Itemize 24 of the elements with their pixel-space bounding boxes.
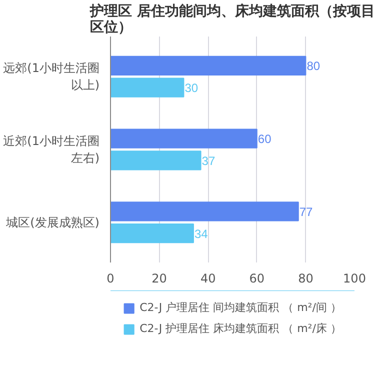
legend-label: C2-J 户理居住 间均建筑面积 （ m²/间 ） (140, 300, 342, 315)
y-tick-label: 远郊(1小时生活圈以上) (3, 61, 100, 92)
data-label: 77 (299, 204, 314, 219)
x-tick-label: 100 (343, 272, 366, 286)
chart-title: 护理区 居住功能间均、床均建筑面积（按项目区位） (89, 2, 375, 36)
bar (110, 202, 299, 222)
bar (110, 56, 306, 76)
y-tick-label: 近郊(1小时生活圈左右) (3, 134, 100, 165)
x-tick-label: 60 (249, 272, 265, 286)
bar (110, 224, 194, 244)
data-label: 34 (194, 226, 208, 241)
bar (110, 78, 184, 98)
data-label: 60 (258, 132, 272, 146)
x-tick-label: 0 (106, 272, 114, 286)
data-label: 30 (184, 81, 198, 96)
x-tick-label: 20 (152, 272, 167, 286)
y-tick-label: 城区(发展成熟区) (5, 215, 100, 230)
x-tick-label: 80 (298, 272, 314, 286)
data-label: 37 (202, 154, 216, 168)
x-tick-label: 40 (200, 272, 216, 286)
bar (110, 128, 258, 148)
legend-label: C2-J 护理居住 床均建筑面积 （ m²/床 ） (140, 321, 342, 336)
data-label: 80 (306, 59, 320, 74)
bar (110, 150, 202, 170)
